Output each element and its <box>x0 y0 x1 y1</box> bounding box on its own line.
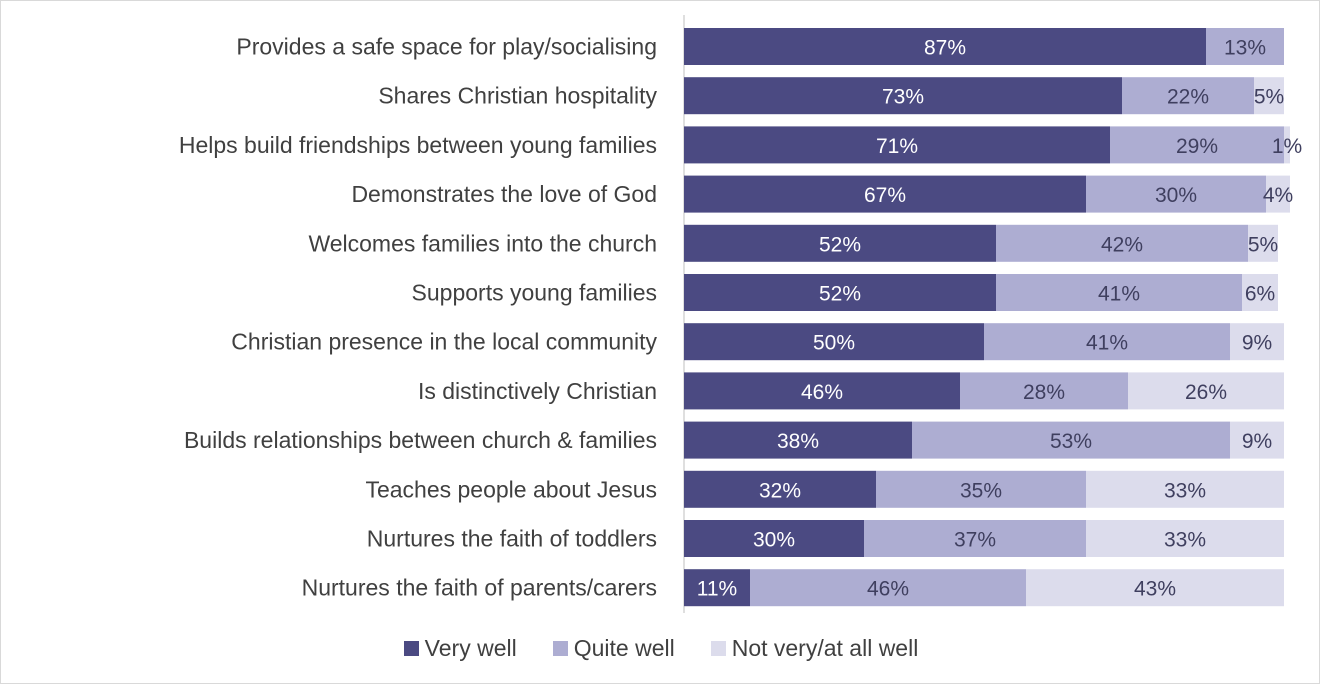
data-label: 26% <box>1185 381 1227 404</box>
legend-item: Quite well <box>552 635 675 662</box>
bar-quite-well <box>996 274 1242 311</box>
bar-not-very-at-all-well <box>1026 569 1284 607</box>
bar-not-very-at-all-well <box>1284 126 1290 164</box>
bar-quite-well <box>996 224 1248 262</box>
bar-not-very-at-all-well <box>1254 77 1284 115</box>
data-label: 71% <box>876 135 918 158</box>
bar-quite-well <box>750 569 1026 607</box>
category-label: Supports young families <box>412 280 657 306</box>
bar-very-well <box>684 569 750 607</box>
bar-very-well <box>684 175 1086 213</box>
legend-item: Very well <box>403 635 517 662</box>
bar-very-well <box>684 470 876 508</box>
data-label: 28% <box>1023 381 1065 404</box>
data-label: 22% <box>1167 86 1209 109</box>
bar-very-well <box>684 28 1206 65</box>
bar-very-well <box>684 520 864 557</box>
bar-not-very-at-all-well <box>1242 274 1278 311</box>
data-label: 30% <box>753 529 795 552</box>
data-label: 1% <box>1272 135 1302 158</box>
data-label: 13% <box>1224 37 1266 60</box>
data-label: 35% <box>960 479 1002 502</box>
data-label: 52% <box>819 233 861 256</box>
data-label: 30% <box>1155 184 1197 207</box>
category-label: Helps build friendships between young fa… <box>179 132 657 158</box>
data-label: 4% <box>1263 184 1293 207</box>
category-label: Nurtures the faith of parents/carers <box>302 575 657 601</box>
category-label: Nurtures the faith of toddlers <box>367 526 657 552</box>
bar-not-very-at-all-well <box>1266 175 1290 213</box>
data-label: 46% <box>867 578 909 601</box>
data-label: 43% <box>1134 578 1176 601</box>
bar-not-very-at-all-well <box>1230 323 1284 361</box>
bar-very-well <box>684 274 996 311</box>
data-label: 41% <box>1098 283 1140 306</box>
data-label: 67% <box>864 184 906 207</box>
data-label: 11% <box>697 578 737 601</box>
data-label: 50% <box>813 332 855 355</box>
category-label: Builds relationships between church & fa… <box>184 427 657 453</box>
data-label: 46% <box>801 381 843 404</box>
bar-very-well <box>684 372 960 410</box>
data-label: 9% <box>1242 332 1272 355</box>
data-label: 38% <box>777 430 819 453</box>
data-label: 9% <box>1242 430 1272 453</box>
bar-very-well <box>684 77 1122 115</box>
bar-very-well <box>684 323 984 361</box>
bar-not-very-at-all-well <box>1086 520 1284 557</box>
legend-label: Not very/at all well <box>731 635 919 661</box>
bar-not-very-at-all-well <box>1230 421 1284 459</box>
bar-quite-well <box>1086 175 1266 213</box>
bar-not-very-at-all-well <box>1128 372 1284 410</box>
bar-very-well <box>684 224 996 262</box>
category-label: Demonstrates the love of God <box>351 181 657 207</box>
category-label: Christian presence in the local communit… <box>231 329 657 355</box>
data-label: 5% <box>1254 86 1284 109</box>
legend-swatch <box>403 641 419 656</box>
bar-not-very-at-all-well <box>1086 470 1284 508</box>
legend-label: Very well <box>424 635 517 661</box>
chart-legend: Very well Quite well Not very/at all well <box>1 635 1320 662</box>
data-label: 87% <box>924 37 966 60</box>
data-label: 41% <box>1086 332 1128 355</box>
bar-quite-well <box>864 520 1086 557</box>
bar-quite-well <box>912 421 1230 459</box>
bar-quite-well <box>960 372 1128 410</box>
bar-very-well <box>684 126 1110 164</box>
category-label: Shares Christian hospitality <box>378 83 657 109</box>
data-label: 6% <box>1245 283 1275 306</box>
data-label: 33% <box>1164 479 1206 502</box>
legend-item: Not very/at all well <box>710 635 919 662</box>
legend-swatch <box>552 641 568 656</box>
data-label: 42% <box>1101 233 1143 256</box>
data-label: 37% <box>954 529 996 552</box>
data-label: 33% <box>1164 529 1206 552</box>
data-label: 73% <box>882 86 924 109</box>
data-label: 5% <box>1248 233 1278 256</box>
category-label: Provides a safe space for play/socialisi… <box>236 34 657 60</box>
bar-quite-well <box>1122 77 1254 115</box>
category-label: Welcomes families into the church <box>308 230 657 256</box>
data-label: 52% <box>819 283 861 306</box>
legend-label: Quite well <box>573 635 675 661</box>
legend-swatch <box>710 641 726 656</box>
bar-not-very-at-all-well <box>1248 224 1278 262</box>
bar-very-well <box>684 421 912 459</box>
category-label: Is distinctively Christian <box>418 378 657 404</box>
bar-quite-well <box>984 323 1230 361</box>
data-label: 32% <box>759 479 801 502</box>
bar-quite-well <box>876 470 1086 508</box>
data-label: 29% <box>1176 135 1218 158</box>
bar-quite-well <box>1110 126 1284 164</box>
bar-quite-well <box>1206 28 1284 65</box>
category-label: Teaches people about Jesus <box>365 476 657 502</box>
data-label: 53% <box>1050 430 1092 453</box>
